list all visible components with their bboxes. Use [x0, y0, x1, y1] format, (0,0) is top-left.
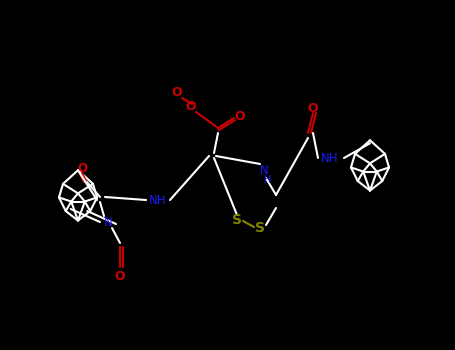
- Text: N: N: [260, 163, 268, 176]
- Text: S: S: [232, 213, 242, 227]
- Text: S: S: [255, 221, 265, 235]
- Text: O: O: [77, 162, 87, 175]
- Text: NH: NH: [321, 152, 339, 164]
- Text: O: O: [172, 86, 182, 99]
- Text: O: O: [235, 110, 245, 122]
- Text: NH: NH: [149, 194, 167, 206]
- Text: O: O: [115, 270, 125, 282]
- Text: O: O: [186, 100, 196, 113]
- Text: N: N: [104, 216, 112, 229]
- Text: H: H: [264, 175, 272, 185]
- Text: O: O: [308, 102, 318, 114]
